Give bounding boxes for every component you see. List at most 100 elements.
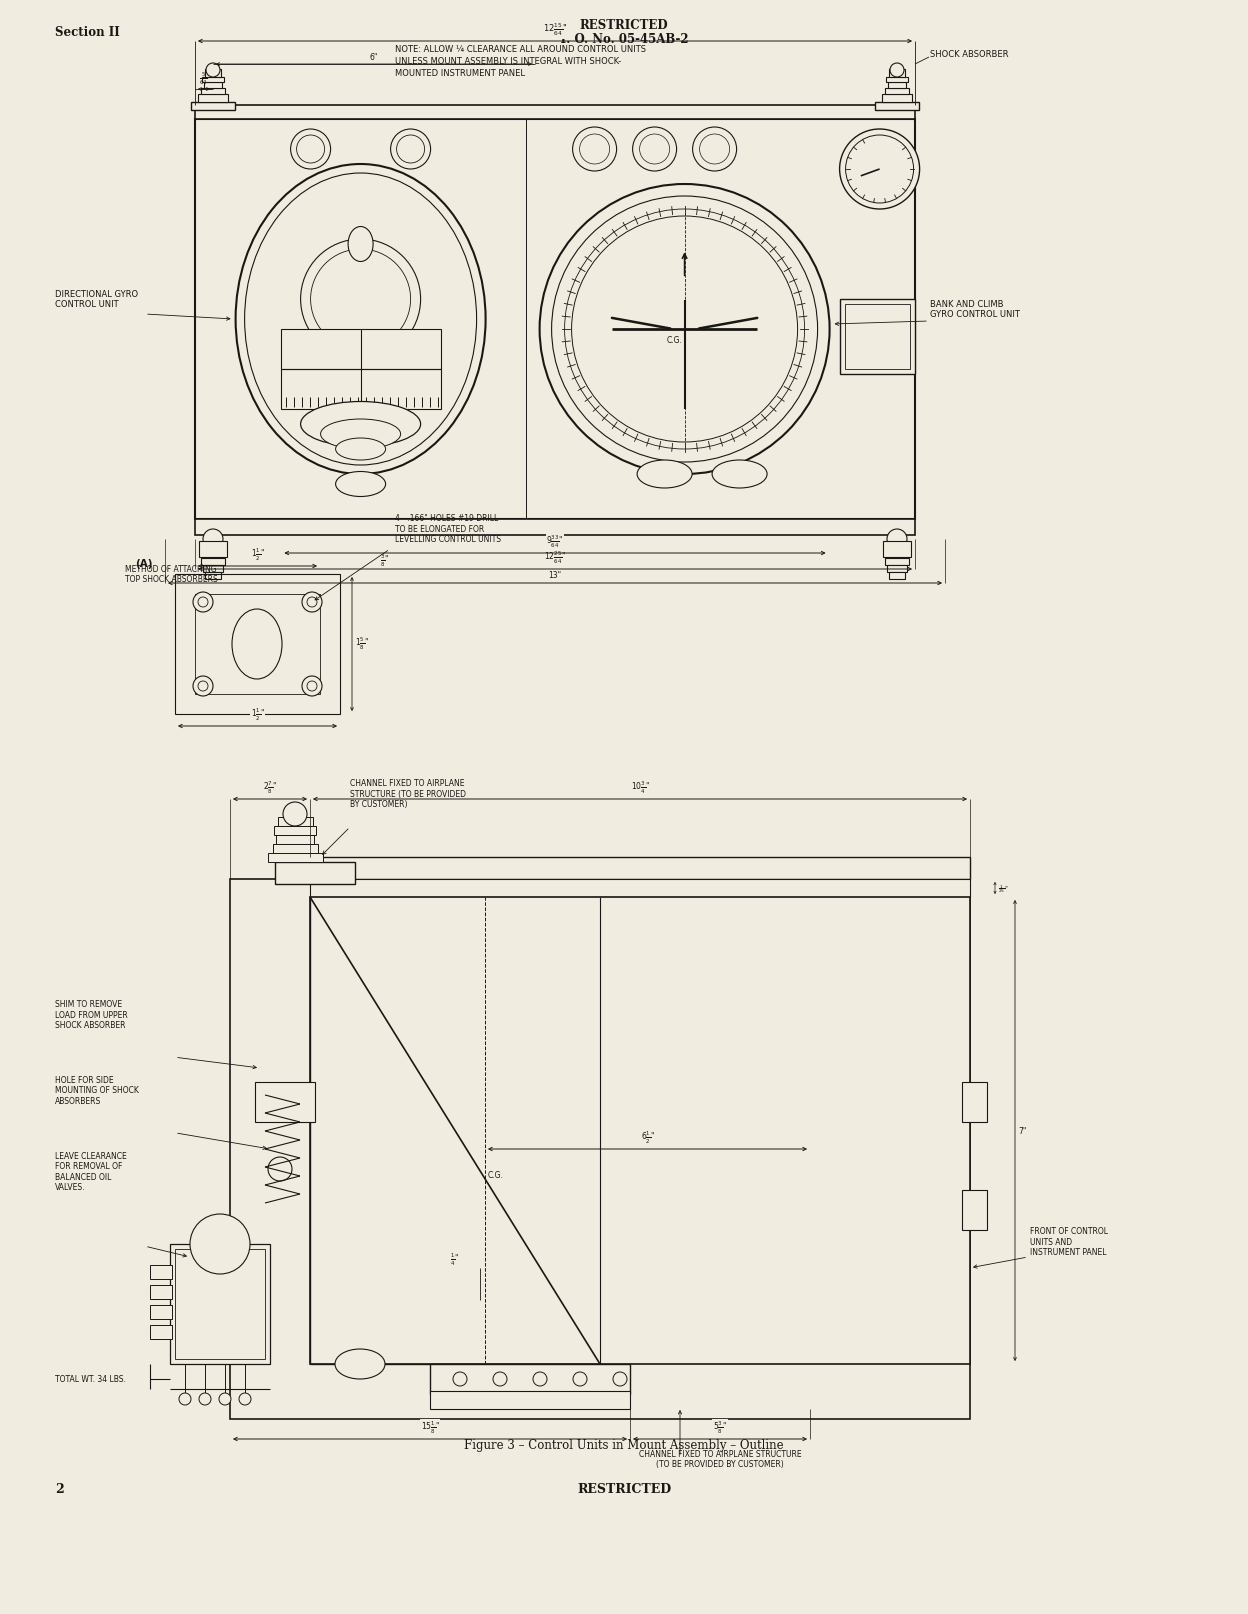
Ellipse shape bbox=[636, 460, 693, 487]
Circle shape bbox=[573, 1372, 587, 1386]
Circle shape bbox=[890, 63, 904, 77]
Bar bbox=[875, 102, 919, 110]
Bar bbox=[170, 1244, 270, 1364]
Circle shape bbox=[539, 184, 830, 475]
Text: (A): (A) bbox=[135, 558, 152, 570]
Circle shape bbox=[268, 1157, 292, 1181]
Text: $5\frac{3}{8}$": $5\frac{3}{8}$" bbox=[713, 1420, 728, 1436]
Circle shape bbox=[178, 1393, 191, 1406]
Text: SHOCK ABSORBER: SHOCK ABSORBER bbox=[930, 50, 1008, 60]
Bar bbox=[275, 862, 354, 884]
Ellipse shape bbox=[245, 173, 477, 465]
Circle shape bbox=[203, 529, 223, 549]
Text: $9\frac{33}{64}$": $9\frac{33}{64}$" bbox=[547, 534, 564, 550]
Text: $6\frac{1}{2}$": $6\frac{1}{2}$" bbox=[640, 1130, 654, 1146]
Circle shape bbox=[311, 249, 411, 349]
Circle shape bbox=[533, 1372, 547, 1386]
Bar bbox=[431, 1391, 630, 1409]
Circle shape bbox=[564, 208, 805, 449]
Text: $12\frac{25}{64}$": $12\frac{25}{64}$" bbox=[544, 550, 567, 567]
Circle shape bbox=[397, 136, 424, 163]
Text: $15\frac{1}{8}$": $15\frac{1}{8}$" bbox=[421, 1420, 439, 1436]
Text: CHANNEL FIXED TO AIRPLANE STRUCTURE
(TO BE PROVIDED BY CUSTOMER): CHANNEL FIXED TO AIRPLANE STRUCTURE (TO … bbox=[639, 1449, 801, 1469]
Ellipse shape bbox=[236, 165, 485, 475]
Bar bbox=[276, 834, 314, 844]
Circle shape bbox=[613, 1372, 626, 1386]
Text: TOTAL WT. 34 LBS.: TOTAL WT. 34 LBS. bbox=[55, 1375, 126, 1383]
Bar bbox=[278, 817, 313, 826]
Bar bbox=[885, 89, 909, 94]
Circle shape bbox=[573, 128, 617, 171]
Bar bbox=[886, 77, 909, 82]
Bar bbox=[203, 565, 223, 571]
Bar bbox=[201, 558, 225, 565]
Bar bbox=[310, 857, 970, 880]
Bar bbox=[195, 594, 319, 694]
Bar bbox=[175, 575, 339, 713]
Text: CHANNEL FIXED TO AIRPLANE
STRUCTURE (TO BE PROVIDED
BY CUSTOMER): CHANNEL FIXED TO AIRPLANE STRUCTURE (TO … bbox=[349, 780, 466, 809]
Bar bbox=[150, 1265, 172, 1278]
Text: LEAVE CLEARANCE
FOR REMOVAL OF
BALANCED OIL
VALVES.: LEAVE CLEARANCE FOR REMOVAL OF BALANCED … bbox=[55, 1152, 127, 1193]
Circle shape bbox=[198, 1393, 211, 1406]
Bar bbox=[195, 105, 915, 119]
Text: $10\frac{3}{4}$": $10\frac{3}{4}$" bbox=[630, 780, 649, 796]
Bar bbox=[431, 1364, 630, 1394]
Text: METHOD OF ATTACHING
TOP SHOCK ABSORBERS: METHOD OF ATTACHING TOP SHOCK ABSORBERS bbox=[125, 565, 217, 584]
Circle shape bbox=[240, 1393, 251, 1406]
Text: RESTRICTED: RESTRICTED bbox=[579, 19, 669, 32]
Ellipse shape bbox=[336, 437, 386, 460]
Text: $12\frac{15}{64}$": $12\frac{15}{64}$" bbox=[543, 21, 567, 39]
Bar bbox=[198, 541, 227, 557]
Text: Figure 3 – Control Units in Mount Assembly – Outline: Figure 3 – Control Units in Mount Assemb… bbox=[464, 1440, 784, 1453]
Text: $1\frac{1}{2}$": $1\frac{1}{2}$" bbox=[251, 547, 265, 563]
Circle shape bbox=[193, 676, 213, 696]
Circle shape bbox=[552, 195, 817, 462]
Ellipse shape bbox=[348, 226, 373, 261]
Circle shape bbox=[193, 592, 213, 612]
Bar bbox=[230, 880, 970, 1419]
Circle shape bbox=[198, 681, 208, 691]
Circle shape bbox=[190, 1214, 250, 1273]
Circle shape bbox=[198, 597, 208, 607]
Circle shape bbox=[206, 63, 220, 77]
Ellipse shape bbox=[336, 471, 386, 497]
Text: 7": 7" bbox=[1018, 1127, 1026, 1136]
Bar bbox=[255, 1081, 314, 1122]
Circle shape bbox=[572, 216, 797, 442]
Text: NOTE: ALLOW ¼ CLEARANCE ALL AROUND CONTROL UNITS: NOTE: ALLOW ¼ CLEARANCE ALL AROUND CONTR… bbox=[396, 45, 646, 53]
Bar bbox=[275, 826, 316, 834]
Circle shape bbox=[633, 128, 676, 171]
Bar bbox=[889, 82, 906, 89]
Ellipse shape bbox=[334, 1349, 384, 1378]
Bar bbox=[885, 558, 909, 565]
Circle shape bbox=[283, 802, 307, 826]
Text: $1\frac{1}{2}$": $1\frac{1}{2}$" bbox=[251, 707, 265, 723]
Text: MOUNTED INSTRUMENT PANEL: MOUNTED INSTRUMENT PANEL bbox=[396, 69, 525, 77]
Bar bbox=[195, 119, 915, 520]
Circle shape bbox=[846, 136, 914, 203]
Bar bbox=[310, 880, 970, 897]
Text: C.G.: C.G. bbox=[488, 1172, 504, 1180]
Text: DIRECTIONAL GYRO
CONTROL UNIT: DIRECTIONAL GYRO CONTROL UNIT bbox=[55, 289, 139, 308]
Circle shape bbox=[302, 592, 322, 612]
Text: SHIM TO REMOVE
LOAD FROM UPPER
SHOCK ABSORBER: SHIM TO REMOVE LOAD FROM UPPER SHOCK ABS… bbox=[55, 1001, 127, 1030]
Bar bbox=[205, 69, 221, 77]
Circle shape bbox=[301, 239, 421, 358]
Text: $2\frac{7}{8}$": $2\frac{7}{8}$" bbox=[263, 780, 277, 796]
Text: 13": 13" bbox=[548, 571, 562, 579]
Bar bbox=[962, 1190, 987, 1230]
Circle shape bbox=[639, 134, 670, 165]
Bar bbox=[195, 520, 915, 534]
Bar bbox=[150, 1325, 172, 1340]
Ellipse shape bbox=[301, 402, 421, 447]
Text: $\frac{1}{25}$": $\frac{1}{25}$" bbox=[998, 883, 1008, 896]
Text: Section II: Section II bbox=[55, 26, 120, 39]
Bar bbox=[884, 541, 911, 557]
Circle shape bbox=[218, 1393, 231, 1406]
Text: UNLESS MOUNT ASSEMBLY IS INTEGRAL WITH SHOCK-: UNLESS MOUNT ASSEMBLY IS INTEGRAL WITH S… bbox=[396, 56, 622, 66]
Bar bbox=[205, 571, 221, 579]
Bar bbox=[150, 1306, 172, 1319]
Bar bbox=[203, 82, 222, 89]
Bar bbox=[840, 299, 915, 374]
Text: RESTRICTED: RESTRICTED bbox=[577, 1483, 671, 1496]
